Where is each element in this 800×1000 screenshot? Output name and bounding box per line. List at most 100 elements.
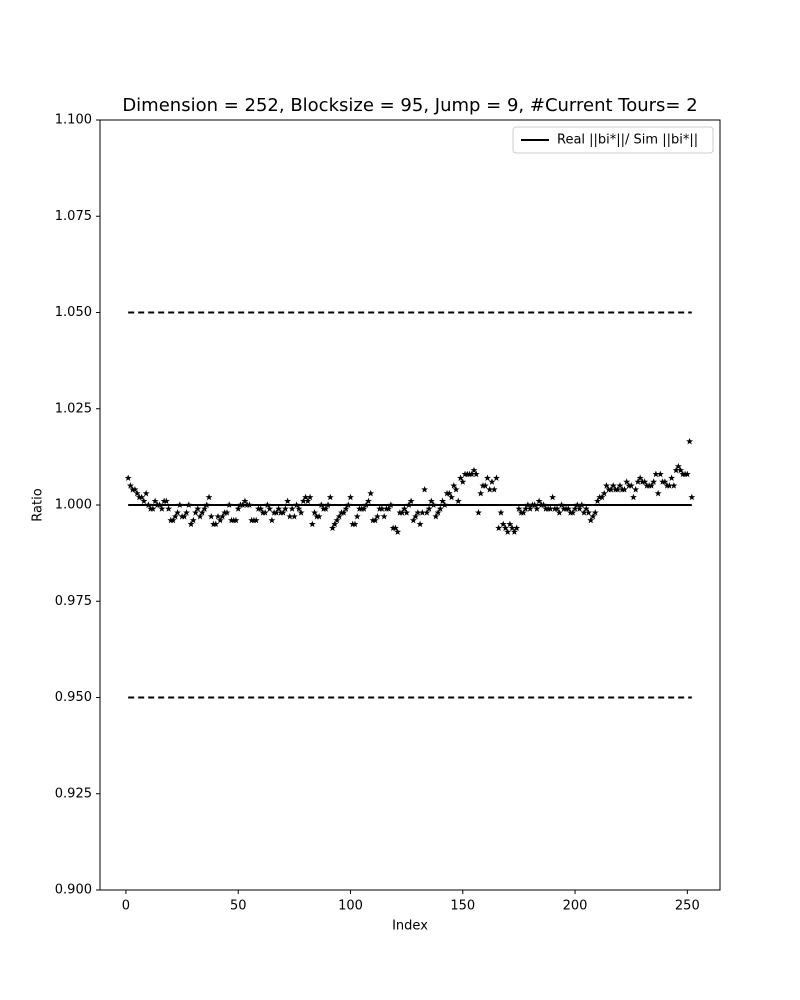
point xyxy=(353,512,361,520)
point xyxy=(400,505,408,512)
point xyxy=(508,524,516,532)
point xyxy=(677,466,685,474)
point xyxy=(284,497,292,505)
point xyxy=(623,478,631,485)
point xyxy=(268,516,276,524)
point xyxy=(340,509,348,516)
point xyxy=(439,497,446,505)
point xyxy=(488,478,496,485)
point xyxy=(484,474,491,481)
point xyxy=(668,474,676,481)
point xyxy=(472,470,480,478)
point xyxy=(490,486,498,493)
point xyxy=(519,509,527,516)
point xyxy=(275,505,283,512)
point xyxy=(331,520,339,528)
point xyxy=(436,505,444,512)
point xyxy=(475,509,482,516)
point xyxy=(138,493,146,501)
point xyxy=(510,528,518,535)
point xyxy=(614,486,622,493)
point xyxy=(423,509,431,516)
point xyxy=(169,516,177,524)
point xyxy=(261,509,269,516)
point xyxy=(162,497,170,505)
point xyxy=(616,482,624,489)
point xyxy=(324,501,332,508)
point xyxy=(140,497,148,505)
point xyxy=(674,462,682,470)
point xyxy=(573,501,581,508)
point xyxy=(656,470,664,478)
point xyxy=(553,505,561,512)
point xyxy=(654,489,662,497)
x-tick-label: 50 xyxy=(230,899,247,914)
point xyxy=(185,501,193,508)
point xyxy=(342,505,350,512)
point xyxy=(526,505,534,512)
point xyxy=(374,512,381,520)
point xyxy=(299,497,307,505)
x-tick-label: 150 xyxy=(450,899,475,914)
point xyxy=(481,482,489,489)
point xyxy=(176,501,184,508)
point xyxy=(216,516,224,524)
point xyxy=(582,505,590,512)
y-tick-label: 1.100 xyxy=(55,113,92,128)
point xyxy=(302,493,310,501)
y-tick-label: 1.050 xyxy=(55,305,92,320)
point xyxy=(627,482,635,489)
point xyxy=(495,524,503,532)
point xyxy=(279,509,287,516)
point xyxy=(504,528,512,535)
point xyxy=(499,520,507,528)
point xyxy=(189,516,197,524)
point xyxy=(131,486,139,493)
point xyxy=(335,512,343,520)
point xyxy=(196,512,204,520)
point xyxy=(347,493,354,501)
point xyxy=(127,482,134,489)
point xyxy=(576,505,583,512)
point xyxy=(594,497,601,505)
point xyxy=(630,493,637,501)
point xyxy=(241,497,249,505)
point xyxy=(326,493,334,501)
point xyxy=(470,466,478,474)
point xyxy=(452,486,460,493)
point xyxy=(540,501,548,508)
point xyxy=(454,497,462,505)
point xyxy=(524,501,532,508)
point xyxy=(569,509,577,516)
point xyxy=(522,505,530,512)
point xyxy=(670,482,678,489)
point xyxy=(598,493,606,501)
point xyxy=(600,489,608,497)
point xyxy=(124,474,132,481)
point xyxy=(558,501,565,508)
point xyxy=(403,509,411,516)
point xyxy=(144,501,152,508)
y-tick-label: 0.950 xyxy=(55,690,92,705)
point xyxy=(661,478,669,485)
point xyxy=(502,524,509,532)
point xyxy=(672,466,680,474)
y-tick-label: 1.075 xyxy=(55,209,92,224)
point xyxy=(591,509,599,516)
point xyxy=(405,501,413,508)
point xyxy=(198,509,206,516)
point xyxy=(225,501,233,508)
point xyxy=(192,509,199,516)
y-tick-label: 1.000 xyxy=(55,498,92,513)
point xyxy=(149,505,157,512)
point xyxy=(203,501,211,508)
point xyxy=(434,509,442,516)
point xyxy=(205,493,213,501)
point xyxy=(385,505,393,512)
x-axis-label: Index xyxy=(392,919,428,934)
point xyxy=(589,512,597,520)
point xyxy=(365,497,372,505)
point xyxy=(546,505,554,512)
point xyxy=(468,470,476,478)
point xyxy=(272,509,280,516)
